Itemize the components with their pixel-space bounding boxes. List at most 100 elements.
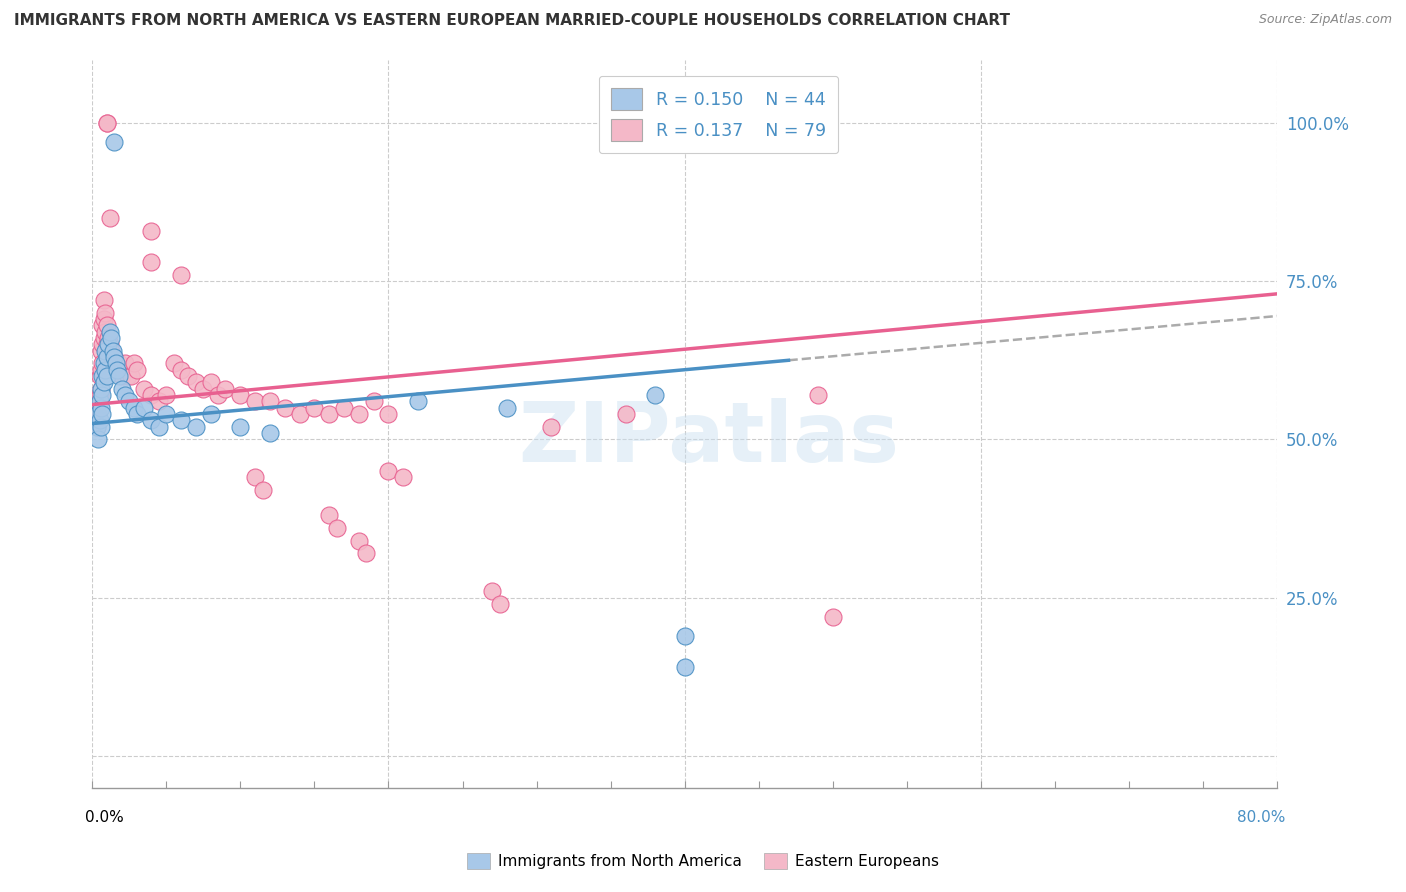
Point — [200, 376, 222, 390]
Point — [89, 394, 111, 409]
Point — [170, 268, 193, 282]
Point — [94, 363, 117, 377]
Point — [90, 343, 112, 358]
Point — [111, 369, 134, 384]
Point — [162, 356, 184, 370]
Point — [107, 369, 129, 384]
Point — [93, 312, 115, 326]
Point — [101, 343, 124, 358]
Point — [155, 388, 177, 402]
Point — [229, 388, 252, 402]
Point — [141, 255, 163, 269]
Point — [103, 135, 125, 149]
Point — [304, 401, 326, 415]
Point — [673, 660, 696, 674]
Point — [89, 369, 111, 384]
Point — [94, 306, 117, 320]
Text: Source: ZipAtlas.com: Source: ZipAtlas.com — [1258, 13, 1392, 27]
Text: IMMIGRANTS FROM NORTH AMERICA VS EASTERN EUROPEAN MARRIED-COUPLE HOUSEHOLDS CORR: IMMIGRANTS FROM NORTH AMERICA VS EASTERN… — [14, 13, 1010, 29]
Point — [87, 394, 110, 409]
Point — [90, 363, 112, 377]
Point — [98, 337, 121, 351]
Point — [114, 388, 136, 402]
Point — [104, 356, 127, 370]
Point — [141, 413, 163, 427]
Point — [96, 116, 118, 130]
Legend: Immigrants from North America, Eastern Europeans: Immigrants from North America, Eastern E… — [461, 847, 945, 875]
Point — [229, 419, 252, 434]
Point — [89, 388, 111, 402]
Point — [89, 413, 111, 427]
Point — [104, 363, 127, 377]
Point — [333, 401, 356, 415]
Point — [614, 407, 637, 421]
Point — [481, 584, 503, 599]
Point — [87, 433, 110, 447]
Point — [644, 388, 666, 402]
Text: 0.0%: 0.0% — [84, 810, 124, 825]
Point — [177, 369, 200, 384]
Point — [406, 394, 429, 409]
Point — [93, 376, 115, 390]
Point — [101, 350, 124, 364]
Point — [91, 388, 114, 402]
Point — [93, 356, 115, 370]
Point — [148, 419, 170, 434]
Legend: R = 0.150    N = 44, R = 0.137    N = 79: R = 0.150 N = 44, R = 0.137 N = 79 — [599, 76, 838, 153]
Point — [274, 401, 297, 415]
Point — [87, 413, 110, 427]
Point — [118, 394, 141, 409]
Point — [193, 382, 215, 396]
Point — [86, 419, 108, 434]
Point — [184, 419, 207, 434]
Point — [243, 470, 266, 484]
Point — [318, 407, 340, 421]
Point — [91, 369, 114, 384]
Point — [98, 325, 121, 339]
Point — [377, 464, 399, 478]
Point — [122, 356, 145, 370]
Point — [105, 363, 128, 377]
Point — [90, 401, 112, 415]
Point — [347, 407, 370, 421]
Point — [148, 394, 170, 409]
Point — [325, 521, 347, 535]
Point — [120, 369, 142, 384]
Point — [91, 318, 114, 333]
Point — [807, 388, 830, 402]
Point — [103, 350, 125, 364]
Point — [103, 350, 125, 364]
Point — [259, 394, 281, 409]
Point — [540, 419, 562, 434]
Point — [96, 369, 118, 384]
Point — [91, 407, 114, 421]
Point — [111, 382, 134, 396]
Point — [91, 356, 114, 370]
Point — [243, 394, 266, 409]
Point — [496, 401, 519, 415]
Point — [141, 223, 163, 237]
Point — [184, 376, 207, 390]
Point — [288, 407, 311, 421]
Point — [90, 382, 112, 396]
Point — [86, 419, 108, 434]
Point — [96, 318, 118, 333]
Point — [155, 407, 177, 421]
Point — [90, 419, 112, 434]
Point — [98, 350, 121, 364]
Point — [259, 426, 281, 441]
Point — [488, 597, 510, 611]
Point — [122, 401, 145, 415]
Point — [170, 413, 193, 427]
Point — [96, 116, 118, 130]
Point — [132, 382, 155, 396]
Point — [354, 546, 377, 560]
Point — [94, 325, 117, 339]
Point — [392, 470, 415, 484]
Point — [96, 337, 118, 351]
Point — [347, 533, 370, 548]
Point — [90, 382, 112, 396]
Point — [132, 401, 155, 415]
Point — [97, 337, 120, 351]
Point — [363, 394, 385, 409]
